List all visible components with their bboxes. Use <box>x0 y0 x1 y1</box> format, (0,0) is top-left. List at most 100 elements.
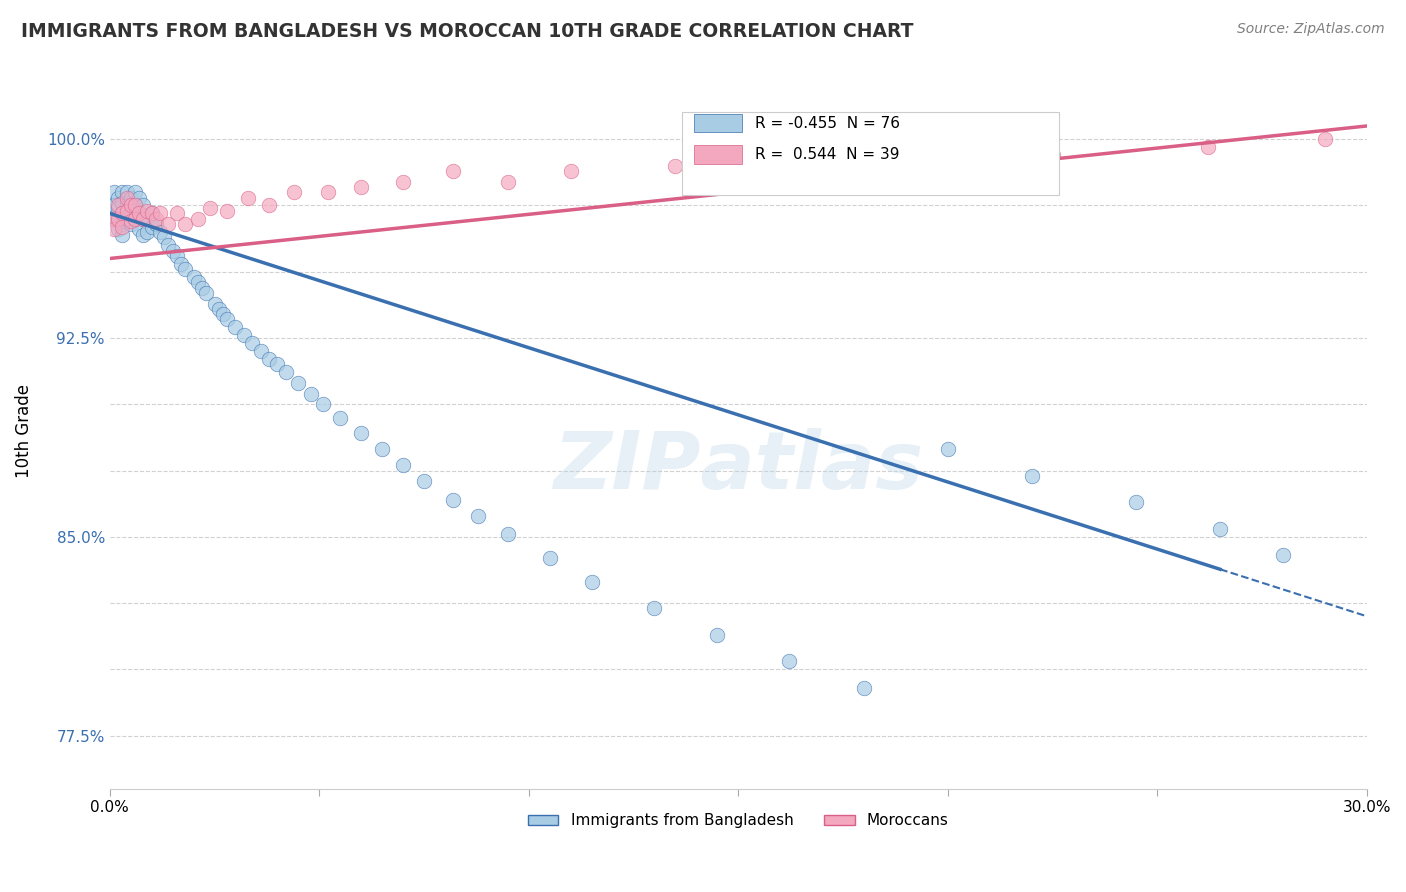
Point <box>157 238 180 252</box>
Point <box>111 206 134 220</box>
Point <box>111 186 134 200</box>
Point <box>249 344 271 359</box>
Point <box>149 206 172 220</box>
Point <box>413 474 436 488</box>
Point <box>212 307 235 321</box>
Point <box>136 225 159 239</box>
Point <box>111 217 134 231</box>
Point <box>236 190 259 204</box>
Point <box>149 225 172 239</box>
Point <box>204 296 226 310</box>
Point <box>136 211 159 226</box>
Point <box>769 159 792 173</box>
Point <box>107 190 129 204</box>
Point <box>312 397 335 411</box>
Point <box>128 222 150 236</box>
Point <box>329 410 352 425</box>
Point <box>195 285 218 300</box>
Bar <box>695 145 742 164</box>
Point <box>153 230 176 244</box>
Point <box>257 198 280 212</box>
Point <box>128 206 150 220</box>
Point <box>107 198 129 212</box>
Point <box>217 203 239 218</box>
Point <box>132 211 155 226</box>
Point <box>120 217 142 231</box>
Point <box>166 206 188 220</box>
Bar <box>695 114 742 132</box>
Point <box>128 206 150 220</box>
Point <box>852 681 875 695</box>
Point <box>257 352 280 367</box>
Point <box>107 211 129 226</box>
Point <box>350 426 373 441</box>
Point <box>115 190 138 204</box>
Point <box>111 227 134 242</box>
Point <box>145 217 167 231</box>
Point <box>111 219 134 234</box>
Point <box>392 175 415 189</box>
Point <box>107 201 129 215</box>
Point <box>283 186 305 200</box>
Point <box>115 186 138 200</box>
Point <box>778 654 800 668</box>
Point <box>103 211 125 226</box>
Point <box>170 257 193 271</box>
Point <box>936 442 959 457</box>
Point <box>894 153 917 168</box>
Point <box>145 211 167 226</box>
Point <box>441 164 464 178</box>
Point <box>496 175 519 189</box>
FancyBboxPatch shape <box>682 112 1059 194</box>
Point <box>128 190 150 204</box>
Point <box>706 628 728 642</box>
Point <box>111 206 134 220</box>
Point <box>120 214 142 228</box>
Text: R =  0.544  N = 39: R = 0.544 N = 39 <box>755 147 898 162</box>
Y-axis label: 10th Grade: 10th Grade <box>15 384 32 478</box>
Text: Source: ZipAtlas.com: Source: ZipAtlas.com <box>1237 22 1385 37</box>
Point <box>1021 468 1043 483</box>
Point <box>392 458 415 473</box>
Legend: Immigrants from Bangladesh, Moroccans: Immigrants from Bangladesh, Moroccans <box>522 807 955 835</box>
Point <box>187 276 209 290</box>
Point <box>1313 132 1336 146</box>
Point <box>208 301 231 316</box>
Point <box>224 320 246 334</box>
Point <box>371 442 394 457</box>
Text: ZIP​atlas: ZIP​atlas <box>553 427 924 506</box>
Point <box>124 211 146 226</box>
Point <box>166 249 188 263</box>
Point <box>1209 522 1232 536</box>
Point <box>103 198 125 212</box>
Point <box>174 262 197 277</box>
Point <box>174 217 197 231</box>
Point <box>107 222 129 236</box>
Point <box>266 358 288 372</box>
Point <box>115 203 138 218</box>
Point <box>107 211 129 226</box>
Point <box>217 312 239 326</box>
Point <box>232 328 254 343</box>
Point <box>141 206 163 220</box>
Point <box>103 186 125 200</box>
Point <box>141 206 163 220</box>
Point <box>120 190 142 204</box>
Point <box>124 198 146 212</box>
Point <box>124 198 146 212</box>
Point <box>132 198 155 212</box>
Point <box>187 211 209 226</box>
Point <box>350 180 373 194</box>
Text: IMMIGRANTS FROM BANGLADESH VS MOROCCAN 10TH GRADE CORRELATION CHART: IMMIGRANTS FROM BANGLADESH VS MOROCCAN 1… <box>21 22 914 41</box>
Point <box>581 574 603 589</box>
Point <box>115 211 138 226</box>
Point <box>1125 495 1147 509</box>
Point <box>132 227 155 242</box>
Point <box>1271 549 1294 563</box>
Point <box>1197 140 1219 154</box>
Point <box>103 222 125 236</box>
Point <box>274 366 297 380</box>
Point <box>560 164 582 178</box>
Point <box>191 280 214 294</box>
Point <box>124 186 146 200</box>
